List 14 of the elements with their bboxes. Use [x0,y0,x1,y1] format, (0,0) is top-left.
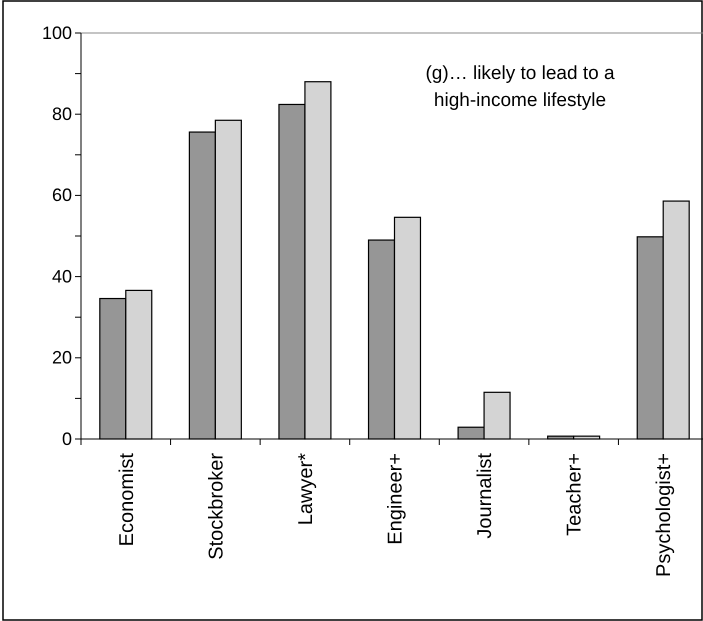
x-tick-label: Engineer+ [384,453,406,545]
y-tick-label: 20 [52,348,72,368]
x-tick-label: Journalist [474,452,496,539]
y-tick-label: 40 [52,266,72,286]
x-tick-label: Lawyer* [294,452,317,526]
x-tick-label: Psychologist+ [653,453,676,577]
text: (g)… likely to lead to a high-income lifestyle [425,63,615,111]
x-tick-label: Stockbroker [205,452,228,560]
x-tick-label: Economist [116,452,138,546]
y-tick-label: 100 [42,22,72,43]
x-tick-label: Teacher+ [564,453,586,536]
y-tick-label: 60 [52,185,72,206]
y-tick-label: 0 [62,428,72,449]
y-tick-label: 80 [52,104,72,124]
